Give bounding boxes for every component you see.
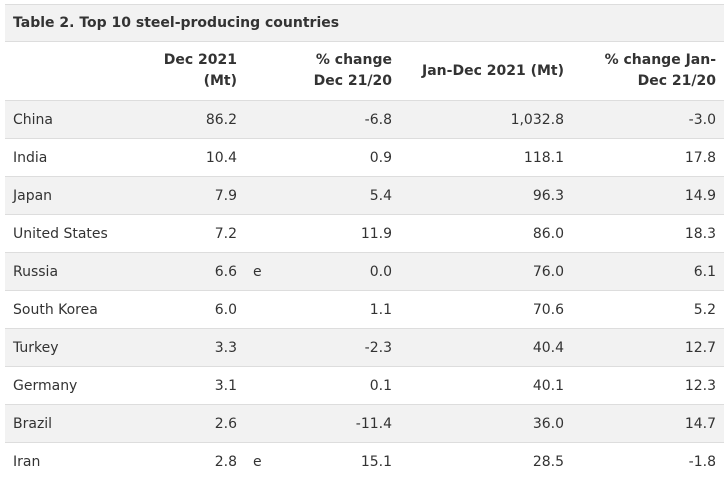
cell-change-jan-dec: 14.7 — [572, 405, 724, 443]
cell-dec-2021: 7.2 — [125, 215, 245, 253]
header-row: Dec 2021 (Mt) % change Dec 21/20 Jan-Dec… — [5, 42, 724, 101]
cell-estimate-flag — [245, 291, 275, 329]
cell-estimate-flag: e — [245, 443, 275, 480]
cell-change-jan-dec: 17.8 — [572, 139, 724, 177]
header-change-dec: % change Dec 21/20 — [275, 42, 400, 101]
cell-change-dec: 0.9 — [275, 139, 400, 177]
cell-change-dec: -11.4 — [275, 405, 400, 443]
cell-change-dec: 0.1 — [275, 367, 400, 405]
cell-change-dec: 0.0 — [275, 253, 400, 291]
cell-estimate-flag: e — [245, 253, 275, 291]
cell-country: India — [5, 139, 125, 177]
cell-dec-2021: 10.4 — [125, 139, 245, 177]
cell-change-jan-dec: -1.8 — [572, 443, 724, 480]
cell-jan-dec-2021: 118.1 — [400, 139, 572, 177]
cell-jan-dec-2021: 28.5 — [400, 443, 572, 480]
table-row: United States 7.2 11.9 86.0 18.3 — [5, 215, 724, 253]
cell-estimate-flag — [245, 329, 275, 367]
cell-jan-dec-2021: 70.6 — [400, 291, 572, 329]
cell-dec-2021: 3.3 — [125, 329, 245, 367]
cell-change-jan-dec: 14.9 — [572, 177, 724, 215]
cell-change-jan-dec: 18.3 — [572, 215, 724, 253]
cell-jan-dec-2021: 1,032.8 — [400, 101, 572, 139]
steel-production-table: Dec 2021 (Mt) % change Dec 21/20 Jan-Dec… — [5, 41, 724, 480]
cell-country: South Korea — [5, 291, 125, 329]
cell-jan-dec-2021: 96.3 — [400, 177, 572, 215]
table-row: Japan 7.9 5.4 96.3 14.9 — [5, 177, 724, 215]
table-row: Russia 6.6 e 0.0 76.0 6.1 — [5, 253, 724, 291]
cell-estimate-flag — [245, 215, 275, 253]
table-row: India 10.4 0.9 118.1 17.8 — [5, 139, 724, 177]
cell-change-dec: -6.8 — [275, 101, 400, 139]
cell-change-jan-dec: 5.2 — [572, 291, 724, 329]
header-dec-2021: Dec 2021 (Mt) — [125, 42, 245, 101]
header-jan-dec-2021: Jan-Dec 2021 (Mt) — [400, 42, 572, 101]
header-country — [5, 42, 125, 101]
cell-dec-2021: 3.1 — [125, 367, 245, 405]
cell-country: Brazil — [5, 405, 125, 443]
cell-change-dec: -2.3 — [275, 329, 400, 367]
cell-country: Russia — [5, 253, 125, 291]
cell-change-dec: 15.1 — [275, 443, 400, 480]
header-flag — [245, 42, 275, 101]
cell-jan-dec-2021: 86.0 — [400, 215, 572, 253]
table-row: Turkey 3.3 -2.3 40.4 12.7 — [5, 329, 724, 367]
table-row: Iran 2.8 e 15.1 28.5 -1.8 — [5, 443, 724, 480]
cell-estimate-flag — [245, 139, 275, 177]
cell-estimate-flag — [245, 101, 275, 139]
table-body: China 86.2 -6.8 1,032.8 -3.0 India 10.4 … — [5, 101, 724, 480]
table-row: South Korea 6.0 1.1 70.6 5.2 — [5, 291, 724, 329]
cell-jan-dec-2021: 40.1 — [400, 367, 572, 405]
cell-jan-dec-2021: 36.0 — [400, 405, 572, 443]
cell-country: Turkey — [5, 329, 125, 367]
cell-dec-2021: 7.9 — [125, 177, 245, 215]
cell-change-dec: 1.1 — [275, 291, 400, 329]
cell-dec-2021: 6.6 — [125, 253, 245, 291]
cell-change-dec: 5.4 — [275, 177, 400, 215]
cell-dec-2021: 2.8 — [125, 443, 245, 480]
table-row: Brazil 2.6 -11.4 36.0 14.7 — [5, 405, 724, 443]
table-header: Dec 2021 (Mt) % change Dec 21/20 Jan-Dec… — [5, 42, 724, 101]
cell-change-jan-dec: 12.3 — [572, 367, 724, 405]
cell-change-jan-dec: 6.1 — [572, 253, 724, 291]
cell-country: China — [5, 101, 125, 139]
table-caption: Table 2. Top 10 steel-producing countrie… — [5, 4, 724, 41]
cell-jan-dec-2021: 76.0 — [400, 253, 572, 291]
cell-country: Germany — [5, 367, 125, 405]
cell-estimate-flag — [245, 405, 275, 443]
cell-country: Japan — [5, 177, 125, 215]
cell-estimate-flag — [245, 177, 275, 215]
table-row: Germany 3.1 0.1 40.1 12.3 — [5, 367, 724, 405]
cell-dec-2021: 2.6 — [125, 405, 245, 443]
cell-change-jan-dec: 12.7 — [572, 329, 724, 367]
cell-country: Iran — [5, 443, 125, 480]
cell-dec-2021: 6.0 — [125, 291, 245, 329]
cell-dec-2021: 86.2 — [125, 101, 245, 139]
cell-estimate-flag — [245, 367, 275, 405]
cell-country: United States — [5, 215, 125, 253]
cell-jan-dec-2021: 40.4 — [400, 329, 572, 367]
cell-change-jan-dec: -3.0 — [572, 101, 724, 139]
table-row: China 86.2 -6.8 1,032.8 -3.0 — [5, 101, 724, 139]
cell-change-dec: 11.9 — [275, 215, 400, 253]
header-change-jan-dec: % change Jan-Dec 21/20 — [572, 42, 724, 101]
